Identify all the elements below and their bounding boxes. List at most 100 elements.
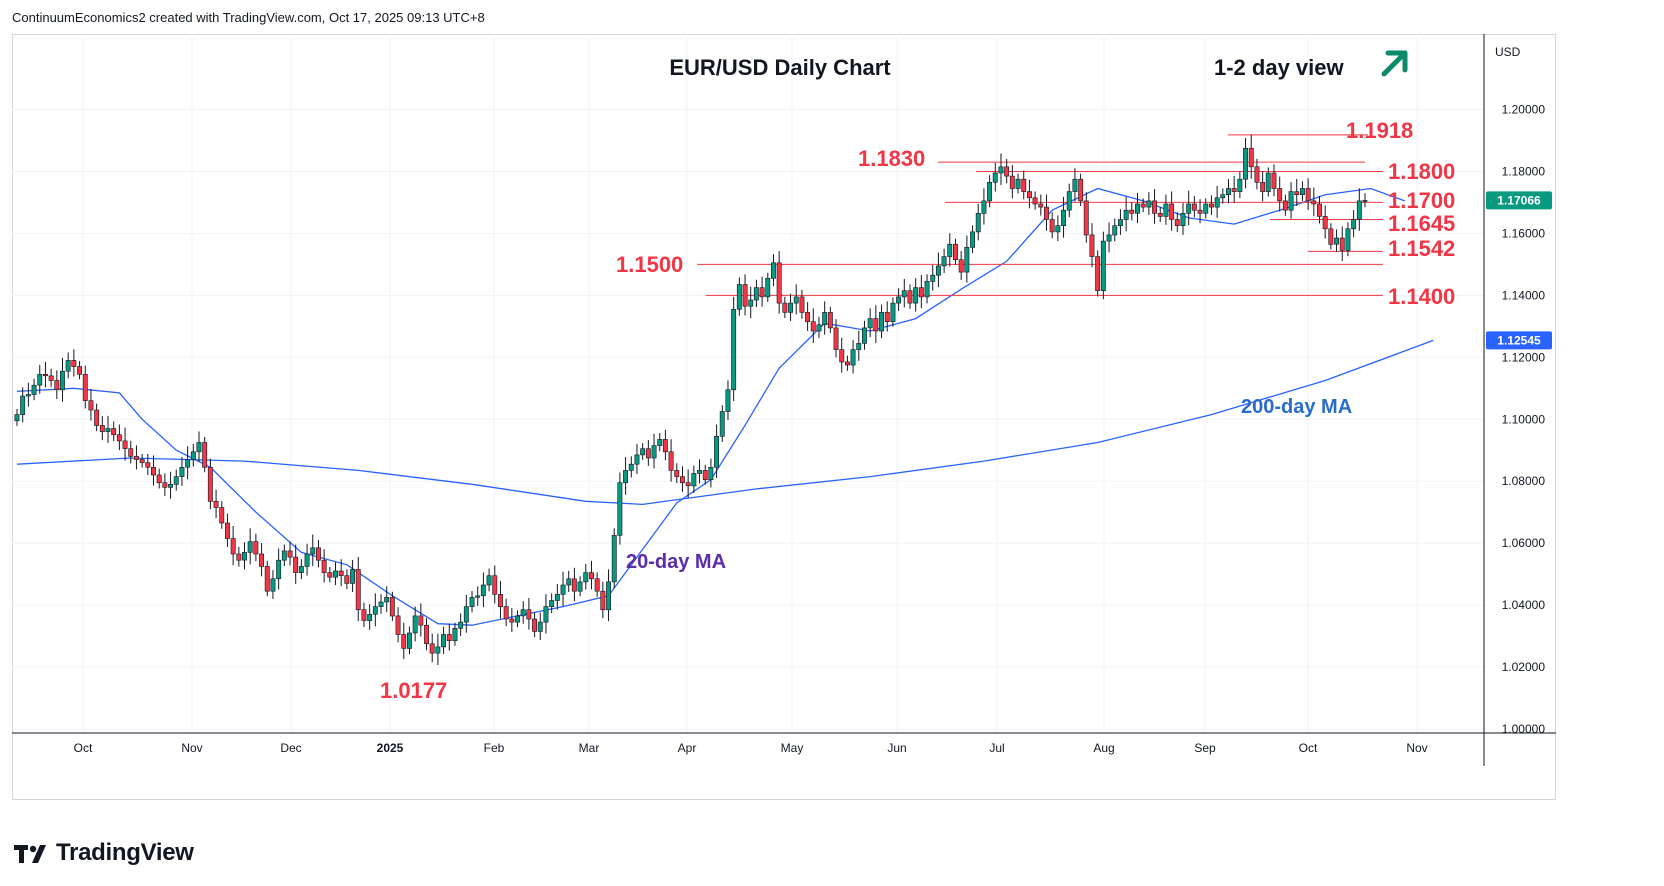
candle-body xyxy=(776,262,782,304)
candle xyxy=(190,443,196,467)
candle-body xyxy=(463,606,469,623)
candle xyxy=(37,364,43,394)
candle xyxy=(14,409,20,426)
candle-body xyxy=(1118,219,1123,226)
candle xyxy=(1078,173,1084,206)
candle-body xyxy=(1163,203,1169,217)
candle-body xyxy=(861,327,867,344)
candle-body xyxy=(190,451,196,460)
candle-body xyxy=(1135,203,1140,214)
candle xyxy=(185,446,191,480)
candle xyxy=(264,560,270,597)
candle-body xyxy=(1186,203,1192,214)
candle xyxy=(1038,194,1044,216)
candle-body xyxy=(310,547,316,555)
x-tick-label: Aug xyxy=(1093,741,1114,755)
candle xyxy=(543,594,549,634)
candle xyxy=(1004,158,1010,184)
candle xyxy=(833,319,839,358)
candle-body xyxy=(185,459,191,468)
candle-body xyxy=(71,360,77,367)
candle-body xyxy=(822,312,828,326)
candle-body xyxy=(952,243,958,260)
candle xyxy=(879,304,885,339)
candle xyxy=(731,296,737,402)
tradingview-logo-icon xyxy=(14,845,46,863)
chart-frame[interactable] xyxy=(12,34,1556,800)
candle-body xyxy=(867,318,873,329)
candle xyxy=(1015,173,1021,194)
candle xyxy=(1300,181,1305,202)
candle-body xyxy=(992,172,998,183)
candle-body xyxy=(901,290,907,298)
candle xyxy=(1157,206,1163,223)
candle-body xyxy=(600,590,606,611)
tradingview-logo[interactable]: TradingView xyxy=(14,838,194,868)
candle-body xyxy=(1271,172,1277,189)
candle-body xyxy=(1004,166,1010,177)
candle xyxy=(736,277,742,316)
candle xyxy=(1186,190,1192,226)
logo-text: TradingView xyxy=(56,839,194,866)
candle xyxy=(1277,176,1283,212)
candle-body xyxy=(475,595,481,598)
candle-body xyxy=(389,597,395,617)
candle xyxy=(333,562,338,586)
candle-body xyxy=(788,302,794,313)
candle xyxy=(65,352,71,379)
level-label: 1.1830 xyxy=(858,146,925,171)
candle xyxy=(520,601,526,624)
candle-body xyxy=(657,439,663,446)
candle-body xyxy=(890,302,896,323)
candle-body xyxy=(987,182,993,202)
candle-body xyxy=(497,593,503,607)
candle xyxy=(890,297,896,327)
candle xyxy=(344,569,350,590)
level-label: 1.1500 xyxy=(616,252,683,277)
candle-body xyxy=(1282,200,1288,211)
candle-body xyxy=(1032,197,1038,205)
candle-body xyxy=(1300,188,1305,195)
candle xyxy=(719,405,725,443)
x-tick-label: Oct xyxy=(74,741,93,755)
candle xyxy=(1220,188,1226,204)
y-tick-label: 1.14000 xyxy=(1502,288,1546,302)
candle-body xyxy=(20,395,26,415)
candle xyxy=(714,424,720,478)
candle-body xyxy=(1140,203,1146,208)
candle-body xyxy=(1061,209,1067,226)
candle xyxy=(856,330,862,361)
candle-body xyxy=(588,572,594,580)
candle-body xyxy=(1351,219,1357,230)
candle-body xyxy=(543,606,549,623)
candle xyxy=(441,626,446,655)
candle-body xyxy=(315,547,321,561)
candle-body xyxy=(1231,188,1237,192)
candle xyxy=(412,606,418,642)
x-tick-label: Mar xyxy=(579,741,600,755)
candle-body xyxy=(412,615,418,634)
candle-body xyxy=(65,360,71,372)
candle-body xyxy=(1015,178,1021,189)
candle-body xyxy=(793,296,799,304)
candle xyxy=(213,489,219,519)
candle-body xyxy=(213,500,219,508)
candle-body xyxy=(759,287,765,298)
price-tag-bg xyxy=(1486,191,1552,210)
candle-body xyxy=(668,451,674,471)
candle-body xyxy=(54,380,60,391)
candle xyxy=(1123,196,1129,232)
price-tag: 1.17066 xyxy=(1486,191,1552,210)
candle-body xyxy=(276,559,282,580)
candle xyxy=(145,453,151,476)
candle-body xyxy=(1214,197,1220,208)
candle xyxy=(634,443,640,475)
candle-body xyxy=(321,559,327,573)
candle-body xyxy=(395,615,401,635)
candle-body xyxy=(31,384,37,395)
candle-body xyxy=(25,394,31,397)
level-label: 1.1918 xyxy=(1346,118,1413,143)
candle-body xyxy=(594,578,600,592)
candle xyxy=(134,445,139,470)
